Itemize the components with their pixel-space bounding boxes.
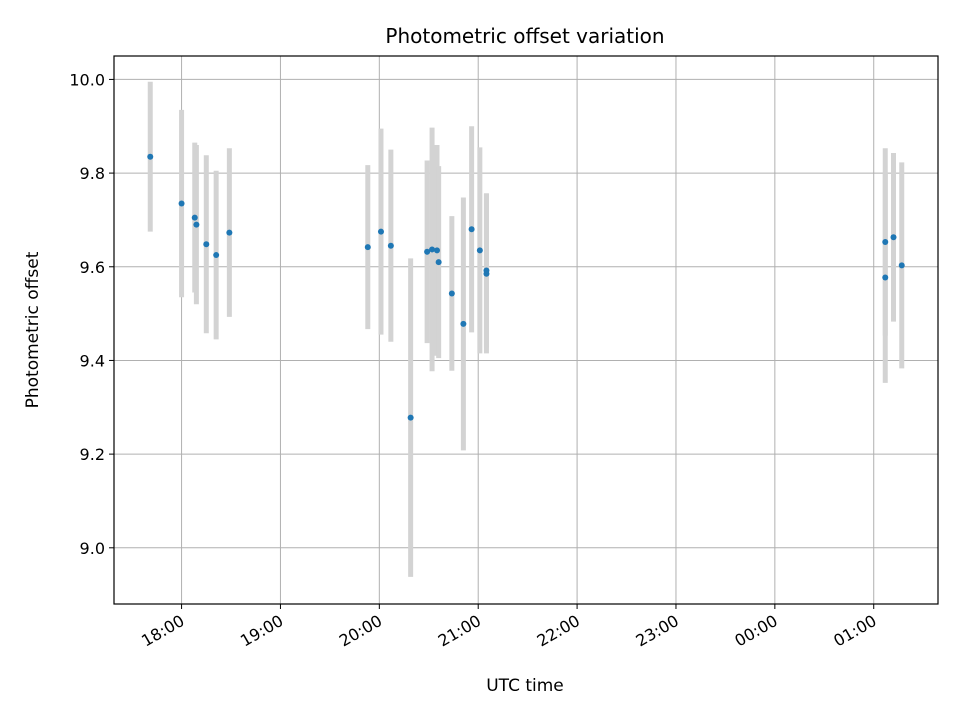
y-tick-label: 9.4: [80, 351, 105, 370]
data-point: [429, 246, 436, 253]
data-point: [387, 242, 394, 249]
data-point: [203, 241, 210, 248]
data-point: [448, 290, 455, 297]
data-point: [193, 221, 200, 228]
y-tick-label: 9.6: [80, 258, 105, 277]
plot-area-frame: [113, 55, 939, 605]
y-axis: 9.0 9.2 9.4 9.6 9.8 10.0: [69, 70, 114, 558]
y-tick-label: 9.2: [80, 445, 105, 464]
data-point: [424, 248, 431, 255]
y-tick-label: 9.0: [80, 539, 105, 558]
y-tick-label: 10.0: [69, 70, 105, 89]
data-point: [890, 234, 897, 241]
point-layer: [147, 153, 905, 421]
data-point: [882, 238, 889, 245]
data-point: [460, 320, 467, 327]
data-point: [377, 228, 384, 235]
data-point: [468, 226, 475, 233]
data-point: [898, 262, 905, 269]
data-point: [147, 153, 154, 160]
data-point: [213, 252, 220, 259]
data-point: [882, 274, 889, 281]
data-point: [435, 259, 442, 266]
data-point: [434, 247, 441, 254]
data-point: [407, 414, 414, 421]
chart-title: Photometric offset variation: [385, 24, 664, 48]
data-point: [226, 229, 233, 236]
data-point: [191, 214, 198, 221]
data-point: [483, 267, 490, 274]
data-point: [476, 247, 483, 254]
x-axis-label: UTC time: [486, 676, 564, 696]
y-axis-label: Photometric offset: [23, 251, 43, 408]
data-point: [364, 244, 371, 251]
data-point: [178, 200, 185, 207]
y-tick-label: 9.8: [80, 164, 105, 183]
